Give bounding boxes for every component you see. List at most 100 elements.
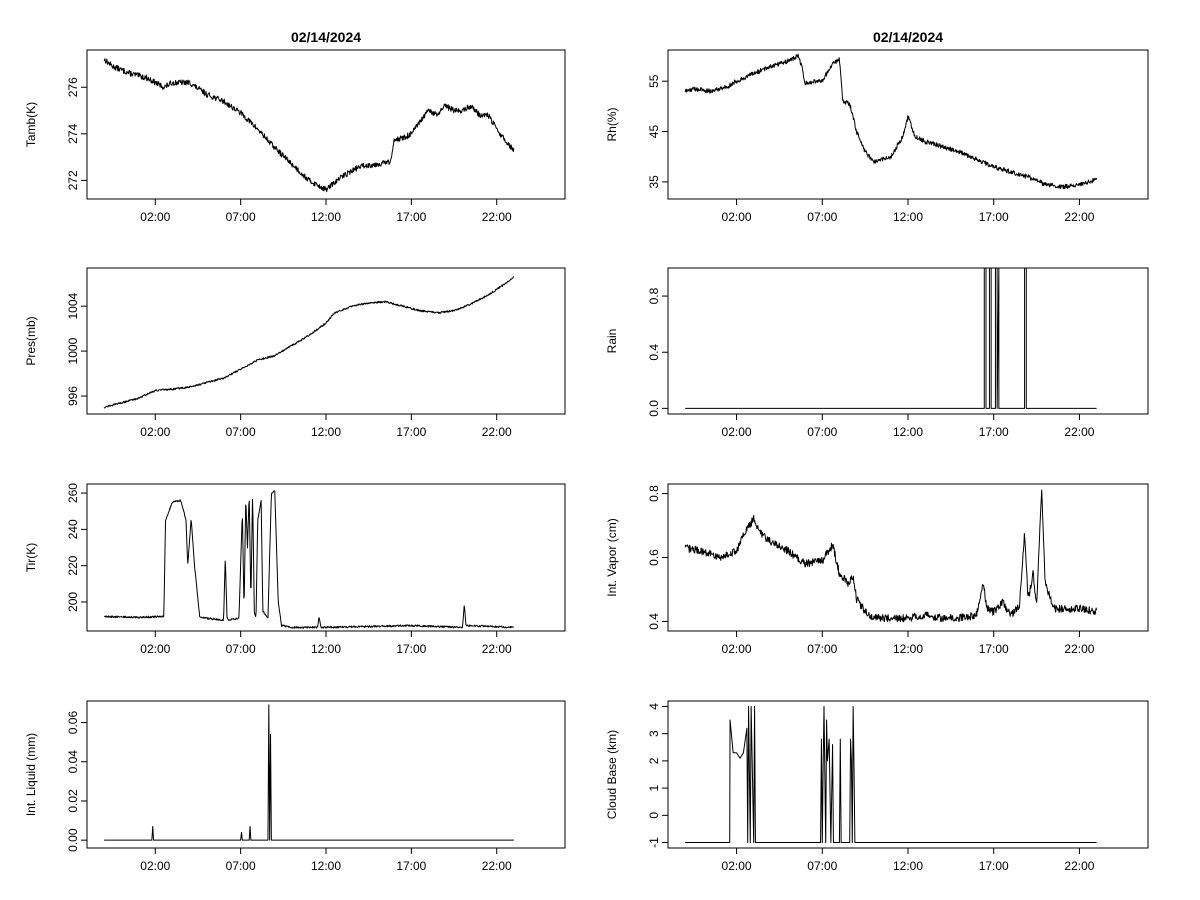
y-tick-label: 0 (647, 812, 661, 819)
x-tick-label: 22:00 (1064, 642, 1094, 656)
plot-frame (86, 700, 566, 849)
y-tick-label: 1000 (66, 337, 80, 364)
chart-title: 02/14/2024 (873, 29, 943, 45)
x-tick-label: 12:00 (311, 642, 341, 656)
x-tick-label: 17:00 (396, 210, 426, 224)
x-tick-label: 12:00 (893, 859, 923, 873)
plot-frame (86, 49, 566, 200)
plot-frame (667, 267, 1149, 415)
x-tick-label: 22:00 (482, 210, 512, 224)
plot-frame (667, 49, 1149, 200)
x-tick-label: 07:00 (226, 859, 256, 873)
y-axis-label: Tamb(K) (24, 102, 38, 147)
y-tick-label: 996 (66, 386, 80, 406)
x-tick-label: 02:00 (140, 642, 170, 656)
panel-tamb: 02/14/2024 Tamb(K) 02:00 07:00 12:00 17:00 2… (24, 29, 566, 224)
x-tick-label: 17:00 (396, 642, 426, 656)
y-tick-label: -1 (647, 837, 661, 848)
x-tick-label: 07:00 (226, 210, 256, 224)
y-tick-label: 35 (647, 175, 661, 189)
y-tick-label: 0.4 (647, 344, 661, 361)
x-tick-label: 12:00 (311, 425, 341, 439)
series-line (103, 58, 515, 193)
x-tick-label: 02:00 (722, 642, 752, 656)
panel-liquid: Int. Liquid (mm) 02:00 07:00 12:00 17:00 22:… (24, 700, 566, 873)
y-axis-label: Tir(K) (24, 543, 38, 573)
y-tick-label: 3 (647, 730, 661, 737)
y-tick-label: 55 (647, 74, 661, 88)
panel-tir: Tir(K) 02:00 07:00 12:00 17:00 22:00 200 220 2… (24, 483, 566, 656)
series-line (104, 704, 514, 841)
x-tick-label: 17:00 (979, 210, 1009, 224)
x-tick-label: 12:00 (893, 210, 923, 224)
y-tick-label: 0.8 (647, 485, 661, 502)
x-tick-label: 07:00 (807, 425, 837, 439)
y-axis-label: Pres(mb) (24, 316, 38, 365)
x-tick-label: 17:00 (979, 859, 1009, 873)
x-tick-label: 02:00 (140, 425, 170, 439)
panel-pres: Pres(mb) 02:00 07:00 12:00 17:00 22:00 996 10… (24, 267, 566, 439)
x-tick-label: 07:00 (807, 642, 837, 656)
y-tick-label: 272 (66, 170, 80, 190)
x-tick-label: 22:00 (482, 642, 512, 656)
x-tick-label: 02:00 (722, 425, 752, 439)
plot-frame (86, 267, 566, 415)
series-line (685, 705, 1097, 844)
y-tick-label: 0.02 (66, 789, 80, 813)
x-tick-label: 02:00 (722, 210, 752, 224)
panel-cloud: Cloud Base (km) 02:00 07:00 12:00 17:00 22:0… (605, 700, 1149, 873)
series-line (103, 490, 515, 629)
x-tick-label: 17:00 (979, 425, 1009, 439)
y-tick-label: 0.0 (647, 400, 661, 417)
y-axis-label: Rain (605, 329, 619, 354)
panel-rain: Rain 02:00 07:00 12:00 17:00 22:00 0.0 0.4 0.8 (605, 267, 1149, 439)
x-tick-label: 07:00 (807, 210, 837, 224)
y-tick-label: 274 (66, 123, 80, 143)
x-tick-label: 22:00 (482, 425, 512, 439)
x-tick-label: 07:00 (226, 425, 256, 439)
x-tick-label: 02:00 (140, 859, 170, 873)
series-line (685, 267, 1097, 409)
panel-vapor: Int. Vapor (cm) 02:00 07:00 12:00 17:00 22:0… (605, 483, 1149, 656)
chart-title: 02/14/2024 (291, 29, 361, 45)
x-tick-label: 22:00 (1064, 210, 1094, 224)
x-tick-label: 17:00 (979, 642, 1009, 656)
x-tick-label: 07:00 (226, 642, 256, 656)
y-tick-label: 0.4 (647, 613, 661, 630)
y-axis-label: Cloud Base (km) (605, 730, 619, 819)
x-tick-label: 22:00 (1064, 425, 1094, 439)
y-tick-label: 220 (66, 555, 80, 575)
y-tick-label: 240 (66, 519, 80, 539)
y-axis-label: Int. Liquid (mm) (24, 733, 38, 816)
x-tick-label: 12:00 (893, 425, 923, 439)
y-axis-label: Rh(%) (605, 107, 619, 141)
x-tick-label: 12:00 (311, 210, 341, 224)
panel-rh: 02/14/2024 Rh(%) 02:00 07:00 12:00 17:00 22:… (605, 29, 1149, 224)
plot-frame (667, 700, 1149, 849)
y-tick-label: 1 (647, 784, 661, 791)
y-tick-label: 200 (66, 592, 80, 612)
x-tick-label: 02:00 (722, 859, 752, 873)
x-tick-label: 17:00 (396, 425, 426, 439)
y-tick-label: 4 (647, 703, 661, 710)
x-tick-label: 07:00 (807, 859, 837, 873)
x-tick-label: 22:00 (1064, 859, 1094, 873)
y-tick-label: 0.6 (647, 549, 661, 566)
series-line (684, 489, 1098, 623)
y-tick-label: 1004 (66, 293, 80, 320)
x-tick-label: 02:00 (140, 210, 170, 224)
series-line (103, 276, 514, 409)
y-tick-label: 260 (66, 483, 80, 503)
x-tick-label: 12:00 (893, 642, 923, 656)
y-axis-label: Int. Vapor (cm) (605, 518, 619, 596)
y-tick-label: 0.06 (66, 711, 80, 735)
y-tick-label: 2 (647, 757, 661, 764)
x-tick-label: 12:00 (311, 859, 341, 873)
y-tick-label: 0.8 (647, 287, 661, 304)
x-tick-label: 22:00 (482, 859, 512, 873)
y-tick-label: 276 (66, 77, 80, 97)
plot-frame (86, 483, 566, 632)
y-tick-label: 0.04 (66, 750, 80, 774)
y-tick-label: 45 (647, 125, 661, 139)
